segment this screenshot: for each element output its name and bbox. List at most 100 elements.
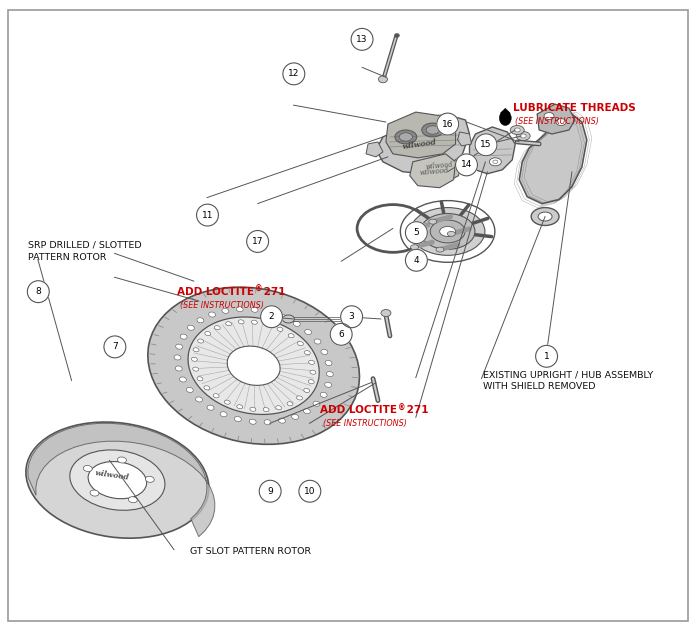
Ellipse shape <box>310 370 316 374</box>
Ellipse shape <box>321 350 328 355</box>
Ellipse shape <box>214 394 219 398</box>
Text: ®: ® <box>398 403 405 413</box>
Text: ADD LOCTITE: ADD LOCTITE <box>321 406 398 415</box>
Ellipse shape <box>179 377 186 382</box>
Ellipse shape <box>234 416 241 422</box>
Ellipse shape <box>283 315 295 323</box>
Text: 4: 4 <box>414 256 419 265</box>
Ellipse shape <box>298 341 303 346</box>
Ellipse shape <box>538 212 552 221</box>
Ellipse shape <box>188 317 319 415</box>
Text: 271: 271 <box>402 406 428 415</box>
Text: 10: 10 <box>304 487 316 496</box>
Polygon shape <box>519 114 587 204</box>
Ellipse shape <box>484 136 496 144</box>
Circle shape <box>283 63 304 85</box>
Ellipse shape <box>265 322 270 327</box>
Ellipse shape <box>531 208 559 225</box>
Ellipse shape <box>426 126 440 134</box>
Ellipse shape <box>429 219 437 224</box>
Ellipse shape <box>191 357 197 362</box>
Ellipse shape <box>510 126 524 134</box>
Polygon shape <box>386 112 456 158</box>
Ellipse shape <box>304 389 309 392</box>
Text: SRP DRILLED / SLOTTED
PATTERN ROTOR: SRP DRILLED / SLOTTED PATTERN ROTOR <box>28 241 141 262</box>
Ellipse shape <box>214 326 220 330</box>
Ellipse shape <box>196 397 202 402</box>
Ellipse shape <box>205 331 211 336</box>
Ellipse shape <box>193 348 199 352</box>
Ellipse shape <box>326 372 333 377</box>
Ellipse shape <box>325 360 332 365</box>
Ellipse shape <box>410 245 419 250</box>
Text: GT SLOT PATTERN ROTOR: GT SLOT PATTERN ROTOR <box>190 547 312 557</box>
Ellipse shape <box>220 412 227 417</box>
Ellipse shape <box>266 310 273 315</box>
Ellipse shape <box>320 392 327 398</box>
Ellipse shape <box>436 247 444 252</box>
Polygon shape <box>376 114 470 174</box>
Ellipse shape <box>146 476 154 482</box>
Ellipse shape <box>379 76 387 83</box>
Ellipse shape <box>381 310 391 317</box>
Ellipse shape <box>280 315 287 320</box>
Ellipse shape <box>207 405 214 410</box>
Ellipse shape <box>440 227 456 237</box>
Ellipse shape <box>225 322 232 326</box>
Ellipse shape <box>238 320 244 324</box>
Circle shape <box>299 480 321 502</box>
Ellipse shape <box>447 232 455 237</box>
Ellipse shape <box>303 409 310 414</box>
Polygon shape <box>418 149 461 184</box>
Circle shape <box>197 204 218 226</box>
Ellipse shape <box>88 461 146 498</box>
Polygon shape <box>366 142 383 157</box>
Ellipse shape <box>520 134 526 138</box>
Text: 2: 2 <box>269 312 274 321</box>
Ellipse shape <box>288 334 294 338</box>
Ellipse shape <box>493 160 498 163</box>
Ellipse shape <box>188 325 195 330</box>
Text: 14: 14 <box>461 160 473 169</box>
Ellipse shape <box>309 360 314 364</box>
Circle shape <box>351 28 373 50</box>
Ellipse shape <box>410 208 485 256</box>
Ellipse shape <box>406 227 414 232</box>
Ellipse shape <box>174 355 181 360</box>
Circle shape <box>259 480 281 502</box>
Ellipse shape <box>70 450 165 510</box>
Ellipse shape <box>279 418 286 423</box>
Ellipse shape <box>544 112 554 119</box>
Ellipse shape <box>325 382 332 387</box>
Ellipse shape <box>251 320 258 324</box>
Ellipse shape <box>277 327 283 331</box>
Ellipse shape <box>250 407 256 411</box>
Text: wilwood: wilwood <box>94 469 130 481</box>
Ellipse shape <box>395 130 416 144</box>
Text: ADD LOCTITE: ADD LOCTITE <box>177 287 254 297</box>
Text: 11: 11 <box>202 211 214 220</box>
Text: wilwood: wilwood <box>402 139 438 151</box>
Ellipse shape <box>128 497 137 503</box>
Ellipse shape <box>193 367 199 371</box>
Text: 17: 17 <box>252 237 263 246</box>
Text: 5: 5 <box>414 228 419 237</box>
Ellipse shape <box>237 404 243 409</box>
Circle shape <box>27 281 49 303</box>
Ellipse shape <box>180 334 187 339</box>
Ellipse shape <box>499 110 511 126</box>
Text: ®: ® <box>255 285 262 294</box>
Ellipse shape <box>304 351 310 355</box>
Text: 1: 1 <box>544 352 550 361</box>
Ellipse shape <box>297 396 302 400</box>
Text: 8: 8 <box>36 287 41 296</box>
Circle shape <box>536 345 557 367</box>
Text: (SEE INSTRUCTIONS): (SEE INSTRUCTIONS) <box>180 301 264 310</box>
Ellipse shape <box>314 339 321 344</box>
Polygon shape <box>470 127 515 174</box>
Ellipse shape <box>489 158 501 166</box>
Ellipse shape <box>304 329 312 334</box>
Text: 13: 13 <box>356 35 368 44</box>
Ellipse shape <box>487 138 492 142</box>
Polygon shape <box>458 132 472 146</box>
